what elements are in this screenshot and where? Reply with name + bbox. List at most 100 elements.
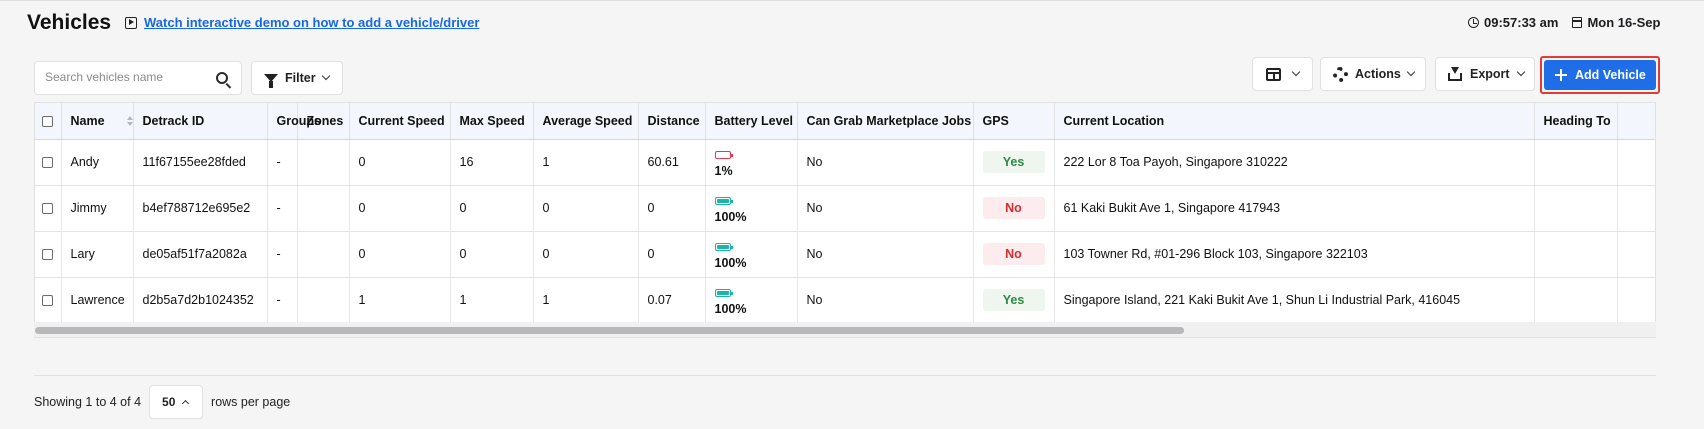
rows-per-page-select[interactable]: 50 — [149, 385, 204, 419]
divider — [34, 375, 1656, 376]
row-checkbox-cell[interactable] — [35, 277, 62, 322]
cell-groups: - — [267, 139, 298, 186]
cell-current-speed: 1 — [349, 277, 451, 322]
cell-gps: No — [973, 231, 1055, 278]
chevron-down-icon — [1291, 67, 1301, 77]
demo-link[interactable]: Watch interactive demo on how to add a v… — [144, 15, 480, 30]
cell-current-location: 222 Lor 8 Toa Payoh, Singapore 310222 — [1054, 139, 1535, 186]
cell-average-speed: 1 — [533, 139, 639, 186]
battery-percent: 100% — [714, 210, 747, 224]
columns-button[interactable] — [1252, 57, 1313, 91]
row-checkbox-cell[interactable] — [35, 185, 62, 232]
current-time: 09:57:33 am — [1484, 15, 1559, 30]
filter-button[interactable]: Filter — [251, 61, 343, 95]
cell-battery-level: 100% — [705, 277, 798, 322]
gear-icon — [1333, 66, 1348, 82]
select-all-checkbox[interactable] — [42, 115, 54, 127]
cell-max-speed: 16 — [450, 139, 534, 186]
page-header: Vehicles Watch interactive demo on how t… — [0, 0, 1704, 48]
column-header-average-speed[interactable]: Average Speed — [533, 103, 639, 140]
cell-extra — [1617, 185, 1655, 232]
column-header-distance[interactable]: Distance — [638, 103, 706, 140]
row-checkbox[interactable] — [42, 203, 54, 215]
showing-count: Showing 1 to 4 of 4 — [34, 395, 142, 409]
table-row[interactable]: Jimmy b4ef788712e695e2 - 0 0 0 0 100% No… — [35, 185, 1655, 232]
actions-button[interactable]: Actions — [1320, 57, 1426, 91]
column-header-zones[interactable]: Zones — [297, 103, 350, 140]
column-header-gps[interactable]: GPS — [973, 103, 1055, 140]
download-icon — [1448, 67, 1462, 81]
column-header-name[interactable]: Name — [61, 103, 134, 140]
row-checkbox-cell[interactable] — [35, 231, 62, 278]
cell-name: Lawrence — [61, 277, 134, 322]
table-row[interactable]: Lawrence d2b5a7d2b1024352 - 1 1 1 0.07 1… — [35, 277, 1655, 322]
cell-marketplace: No — [797, 185, 974, 232]
rows-per-page-label: rows per page — [211, 395, 291, 409]
cell-current-location: Singapore Island, 221 Kaki Bukit Ave 1, … — [1054, 277, 1535, 322]
table-row[interactable]: Andy 11f67155ee28fded - 0 16 1 60.61 1% … — [35, 139, 1655, 186]
filter-label: Filter — [285, 71, 316, 85]
battery-low-icon — [714, 151, 733, 159]
column-header-battery-level[interactable]: Battery Level — [705, 103, 798, 140]
column-header-max-speed[interactable]: Max Speed — [450, 103, 534, 140]
chevron-down-icon — [1516, 67, 1525, 77]
add-vehicle-label: Add Vehicle — [1575, 68, 1646, 82]
cell-average-speed: 0 — [533, 185, 639, 232]
cell-zones — [297, 185, 350, 232]
play-icon — [125, 16, 137, 29]
cell-heading-to — [1534, 277, 1618, 322]
row-checkbox[interactable] — [42, 295, 54, 307]
page-title: Vehicles — [27, 11, 112, 34]
column-header-detrack-id[interactable]: Detrack ID — [133, 103, 268, 140]
scrollbar-thumb[interactable] — [35, 327, 1184, 334]
cell-distance: 0 — [638, 231, 706, 278]
cell-name: Jimmy — [61, 185, 134, 232]
cell-marketplace: No — [797, 277, 974, 322]
column-header-current-location[interactable]: Current Location — [1054, 103, 1535, 140]
column-header-groups[interactable]: Groups — [267, 103, 321, 140]
battery-full-icon — [714, 243, 733, 251]
cell-battery-level: 100% — [705, 185, 798, 232]
table-row[interactable]: Lary de05af51f7a2082a - 0 0 0 0 100% No … — [35, 231, 1655, 278]
select-all-checkbox-cell[interactable] — [35, 103, 62, 140]
calendar-icon — [1572, 17, 1583, 28]
row-checkbox[interactable] — [42, 249, 54, 261]
cell-detrack-id: 11f67155ee28fded — [133, 139, 268, 186]
cell-average-speed: 0 — [533, 231, 639, 278]
columns-icon — [1266, 67, 1281, 81]
horizontal-scrollbar[interactable] — [34, 322, 1656, 338]
add-vehicle-button[interactable]: Add Vehicle — [1544, 60, 1656, 90]
cell-current-location: 61 Kaki Bukit Ave 1, Singapore 417943 — [1054, 185, 1535, 232]
cell-heading-to — [1534, 185, 1618, 232]
column-header-marketplace[interactable]: Can Grab Marketplace Jobs — [797, 103, 974, 140]
row-checkbox[interactable] — [42, 157, 54, 169]
cell-extra — [1617, 231, 1655, 278]
cell-max-speed: 0 — [450, 231, 534, 278]
gps-status-badge: Yes — [982, 151, 1045, 173]
cell-gps: Yes — [973, 277, 1055, 322]
cell-marketplace: No — [797, 231, 974, 278]
search-input[interactable] — [45, 70, 205, 84]
cell-current-speed: 0 — [349, 231, 451, 278]
export-button[interactable]: Export — [1435, 57, 1535, 91]
cell-extra — [1617, 277, 1655, 322]
cell-heading-to — [1534, 139, 1618, 186]
cell-max-speed: 0 — [450, 185, 534, 232]
cell-name: Andy — [61, 139, 134, 186]
column-header-current-speed[interactable]: Current Speed — [349, 103, 451, 140]
search-icon[interactable] — [216, 72, 228, 84]
search-box — [34, 61, 242, 95]
cell-max-speed: 1 — [450, 277, 534, 322]
battery-full-icon — [714, 289, 733, 297]
cell-groups: - — [267, 277, 298, 322]
chevron-down-icon — [1406, 67, 1416, 77]
chevron-down-icon — [321, 71, 330, 81]
gps-status-badge: Yes — [982, 289, 1045, 311]
top-border — [0, 0, 1704, 1]
sort-icon[interactable] — [126, 116, 133, 127]
column-header-extra — [1617, 103, 1655, 140]
cell-detrack-id: b4ef788712e695e2 — [133, 185, 268, 232]
row-checkbox-cell[interactable] — [35, 139, 62, 186]
cell-average-speed: 1 — [533, 277, 639, 322]
column-header-heading-to[interactable]: Heading To — [1534, 103, 1618, 140]
